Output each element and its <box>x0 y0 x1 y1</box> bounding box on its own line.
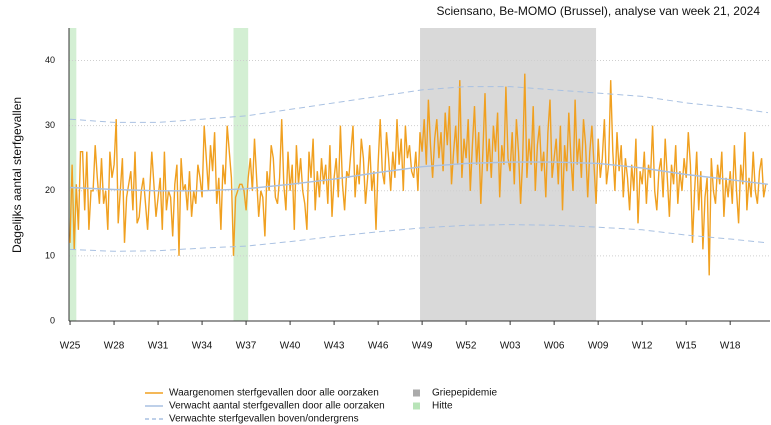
bound-line <box>69 86 768 123</box>
legend-label: Waargenomen sterfgevallen door alle oorz… <box>169 388 379 399</box>
x-tick-label: W03 <box>500 341 521 352</box>
x-tick-label: W40 <box>280 341 301 352</box>
x-tick-label: W18 <box>720 341 741 352</box>
x-tick-label: W43 <box>324 341 345 352</box>
legend-label: Griepepidemie <box>432 388 497 399</box>
x-tick-label: W31 <box>148 341 169 352</box>
x-tick-label: W28 <box>104 341 125 352</box>
y-tick-label: 20 <box>45 185 55 195</box>
y-tick-label: 10 <box>45 250 55 260</box>
series-line <box>69 161 768 192</box>
y-axis-label: Dagelijks aantal sterfgevallen <box>10 97 24 253</box>
x-tick-label: W49 <box>412 341 433 352</box>
x-tick-label: W46 <box>368 341 389 352</box>
x-tick-label: W15 <box>676 341 697 352</box>
legend-label: Verwacht aantal sterfgevallen door alle … <box>169 401 385 412</box>
y-tick-label: 30 <box>45 120 55 130</box>
series-line <box>69 73 767 276</box>
band <box>420 28 597 321</box>
legend-swatch <box>413 389 420 397</box>
y-tick-label: 0 <box>50 315 55 325</box>
legend-label: Hitte <box>432 401 453 412</box>
x-tick-label: W52 <box>456 341 477 352</box>
x-tick-label: W37 <box>236 341 257 352</box>
band <box>233 28 249 321</box>
bound-line <box>69 224 768 252</box>
legend-label: Verwachte sterfgevallen boven/ondergrens <box>169 414 359 425</box>
x-tick-label: W06 <box>544 341 565 352</box>
chart-title: Sciensano, Be-MOMO (Brussel), analyse va… <box>437 4 761 18</box>
legend-swatch <box>413 402 420 410</box>
y-tick-label: 40 <box>45 55 55 65</box>
x-tick-label: W25 <box>60 341 81 352</box>
x-tick-label: W09 <box>588 341 609 352</box>
x-tick-label: W12 <box>632 341 653 352</box>
x-tick-label: W34 <box>192 341 213 352</box>
